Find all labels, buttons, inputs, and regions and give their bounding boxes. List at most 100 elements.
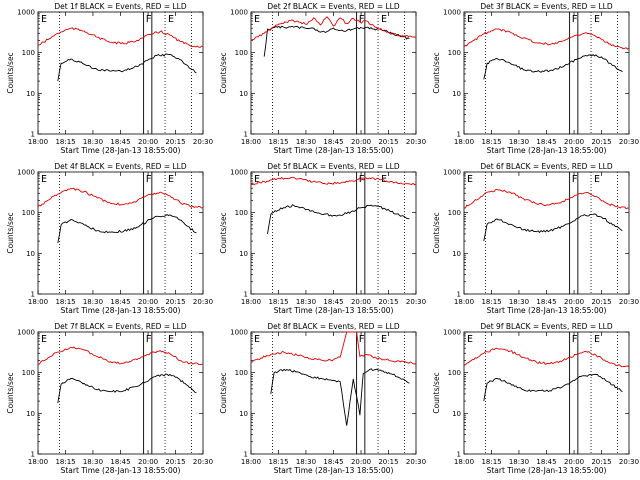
x-tick-label: 20:30	[406, 298, 426, 306]
flag-label: E	[168, 334, 174, 345]
flag-label: E	[381, 14, 387, 25]
x-tick-label: 18:45	[323, 458, 343, 466]
x-tick-label: 20:00	[564, 138, 584, 146]
x-tick-label: 18:30	[83, 138, 103, 146]
lld-series-line	[463, 28, 630, 50]
panel-title: Det 3f BLACK = Events, RED = LLD	[480, 2, 613, 11]
y-tick-label: 100	[235, 369, 248, 377]
panel-title: Det 5f BLACK = Events, RED = LLD	[267, 162, 400, 171]
x-tick-label: 18:45	[110, 298, 130, 306]
y-tick-label: 1000	[443, 169, 461, 177]
y-tick-label: 10	[239, 90, 248, 98]
events-series-line	[57, 373, 197, 404]
flag-label: E	[594, 174, 600, 185]
panel-title: Det 7f BLACK = Events, RED = LLD	[54, 322, 187, 331]
y-axis-title: Counts/sec	[432, 52, 441, 93]
flag-label: E	[254, 14, 260, 25]
lld-series-line	[250, 331, 417, 365]
panel-2: Det 2f BLACK = Events, RED = LLD 1 10 100 10…	[219, 2, 426, 155]
plot-frame	[463, 171, 630, 295]
x-tick-label: 18:30	[296, 298, 316, 306]
x-tick-label: 20:00	[351, 138, 371, 146]
y-tick-label: 100	[235, 49, 248, 57]
y-tick-label: 100	[448, 49, 461, 57]
x-tick-label: 20:15	[378, 458, 398, 466]
x-tick-label: 20:00	[564, 298, 584, 306]
lld-series-line	[37, 187, 204, 209]
y-tick-label: 10	[452, 90, 461, 98]
x-tick-label: 20:00	[138, 298, 158, 306]
events-series-line	[483, 53, 623, 80]
y-tick-label: 1	[31, 451, 35, 459]
y-tick-label: 1000	[443, 329, 461, 337]
flag-label: F	[146, 14, 152, 25]
lld-series-line	[250, 176, 417, 186]
x-axis-title: Start Time (28-Jan-13 18:55:00)	[487, 466, 607, 475]
flag-label: E	[41, 334, 47, 345]
flag-label: F	[146, 334, 152, 345]
x-tick-label: 18:45	[110, 138, 130, 146]
panel-4: Det 4f BLACK = Events, RED = LLD 1 10 100 10…	[6, 162, 213, 315]
x-axis-title: Start Time (28-Jan-13 18:55:00)	[61, 146, 181, 155]
flag-label: E	[254, 174, 260, 185]
y-tick-label: 100	[22, 369, 35, 377]
x-tick-label: 18:00	[454, 138, 474, 146]
flag-label: E	[41, 174, 47, 185]
plot-frame	[250, 11, 417, 135]
y-tick-label: 100	[22, 209, 35, 217]
x-tick-label: 18:30	[296, 458, 316, 466]
y-tick-label: 1	[31, 131, 35, 139]
flag-label: E	[168, 14, 174, 25]
y-tick-label: 10	[26, 410, 35, 418]
x-tick-label: 18:15	[55, 138, 75, 146]
x-tick-label: 20:30	[193, 298, 213, 306]
panel-title: Det 1f BLACK = Events, RED = LLD	[54, 2, 187, 11]
y-tick-label: 1	[244, 451, 248, 459]
y-tick-label: 100	[22, 49, 35, 57]
x-tick-label: 20:00	[351, 298, 371, 306]
lld-series-line	[37, 27, 204, 48]
x-tick-label: 18:00	[28, 298, 48, 306]
x-tick-label: 20:30	[193, 458, 213, 466]
x-tick-label: 20:30	[406, 458, 426, 466]
flag-label: F	[572, 174, 578, 185]
x-tick-label: 18:45	[323, 298, 343, 306]
x-axis-title: Start Time (28-Jan-13 18:55:00)	[274, 306, 394, 315]
x-tick-label: 18:45	[536, 458, 556, 466]
x-tick-label: 18:30	[509, 298, 529, 306]
x-tick-label: 20:00	[138, 458, 158, 466]
events-series-line	[267, 204, 410, 234]
y-axis-title: Counts/sec	[6, 372, 15, 413]
y-axis-title: Counts/sec	[6, 52, 15, 93]
x-tick-label: 20:30	[619, 138, 639, 146]
x-tick-label: 20:15	[165, 138, 185, 146]
x-tick-label: 20:15	[165, 458, 185, 466]
x-tick-label: 20:15	[591, 298, 611, 306]
y-tick-label: 1	[244, 291, 248, 299]
x-tick-label: 20:30	[619, 298, 639, 306]
flag-label: F	[146, 174, 152, 185]
panel-3: Det 3f BLACK = Events, RED = LLD 1 10 100 10…	[432, 2, 639, 155]
y-axis-title: Counts/sec	[432, 372, 441, 413]
panel-7: Det 7f BLACK = Events, RED = LLD 1 10 100 10…	[6, 322, 213, 475]
plot-frame	[37, 171, 204, 295]
x-tick-label: 18:00	[454, 458, 474, 466]
x-tick-label: 20:15	[378, 298, 398, 306]
x-tick-label: 18:15	[268, 138, 288, 146]
flag-label: E	[381, 334, 387, 345]
y-tick-label: 100	[448, 209, 461, 217]
events-series-line	[263, 25, 410, 57]
panel-6: Det 6f BLACK = Events, RED = LLD 1 10 100 10…	[432, 162, 639, 315]
y-tick-label: 1000	[230, 9, 248, 17]
x-tick-label: 18:00	[241, 138, 261, 146]
flag-label: E	[254, 334, 260, 345]
events-series-line	[57, 53, 197, 82]
plot-frame	[37, 11, 204, 135]
lld-series-line	[463, 347, 630, 368]
panel-9: Det 9f BLACK = Events, RED = LLD 1 10 100 10…	[432, 322, 639, 475]
x-tick-label: 18:15	[55, 458, 75, 466]
plot-frame	[37, 331, 204, 455]
flag-label: E	[594, 334, 600, 345]
events-series-line	[483, 373, 623, 402]
